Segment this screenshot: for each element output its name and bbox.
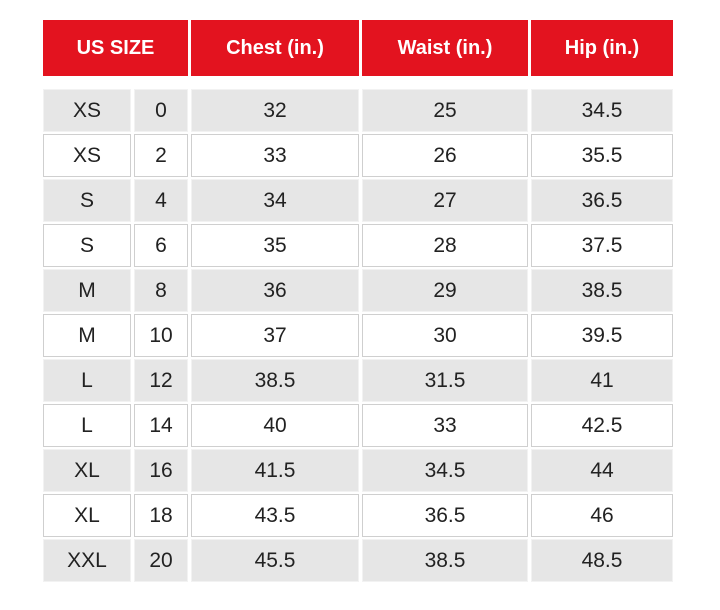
table-cell: 39.5 [531, 314, 673, 357]
table-cell: 2 [134, 134, 188, 177]
table-cell: 36 [191, 269, 359, 312]
table-cell: S [43, 224, 131, 267]
table-cell: 18 [134, 494, 188, 537]
table-cell: 34.5 [362, 449, 528, 492]
table-cell: 36.5 [531, 179, 673, 222]
table-cell: XXL [43, 539, 131, 582]
table-cell: 42.5 [531, 404, 673, 447]
table-cell: M [43, 314, 131, 357]
table-cell: 45.5 [191, 539, 359, 582]
table-cell: 34 [191, 179, 359, 222]
table-cell: 6 [134, 224, 188, 267]
table-cell: L [43, 359, 131, 402]
table-cell: 37.5 [531, 224, 673, 267]
table-cell: 35 [191, 224, 359, 267]
table-cell: 20 [134, 539, 188, 582]
table-cell: 16 [134, 449, 188, 492]
table-cell: 35.5 [531, 134, 673, 177]
table-cell: 34.5 [531, 89, 673, 132]
table-cell: 38.5 [362, 539, 528, 582]
table-cell: XL [43, 449, 131, 492]
table-cell: 46 [531, 494, 673, 537]
table-cell: XS [43, 134, 131, 177]
table-cell: M [43, 269, 131, 312]
table-cell: 30 [362, 314, 528, 357]
table-cell: 38.5 [191, 359, 359, 402]
table-cell: L [43, 404, 131, 447]
table-cell: 41.5 [191, 449, 359, 492]
table-cell: 33 [191, 134, 359, 177]
table-cell: 0 [134, 89, 188, 132]
table-cell: 37 [191, 314, 359, 357]
header-cell: Hip (in.) [531, 20, 673, 76]
table-cell: 12 [134, 359, 188, 402]
table-cell: 4 [134, 179, 188, 222]
table-cell: XL [43, 494, 131, 537]
table-cell: 48.5 [531, 539, 673, 582]
table-cell: 43.5 [191, 494, 359, 537]
table-cell: 10 [134, 314, 188, 357]
table-cell: 36.5 [362, 494, 528, 537]
table-cell: 44 [531, 449, 673, 492]
table-cell: 31.5 [362, 359, 528, 402]
header-cell: US SIZE [43, 20, 188, 76]
table-cell: 14 [134, 404, 188, 447]
table-cell: XS [43, 89, 131, 132]
table-cell: 27 [362, 179, 528, 222]
table-cell: 33 [362, 404, 528, 447]
table-cell: 38.5 [531, 269, 673, 312]
header-cell: Waist (in.) [362, 20, 528, 76]
table-cell: S [43, 179, 131, 222]
header-cell: Chest (in.) [191, 20, 359, 76]
table-cell: 32 [191, 89, 359, 132]
table-cell: 41 [531, 359, 673, 402]
table-cell: 28 [362, 224, 528, 267]
table-cell: 26 [362, 134, 528, 177]
table-cell: 25 [362, 89, 528, 132]
table-cell: 29 [362, 269, 528, 312]
table-cell: 40 [191, 404, 359, 447]
table-cell: 8 [134, 269, 188, 312]
